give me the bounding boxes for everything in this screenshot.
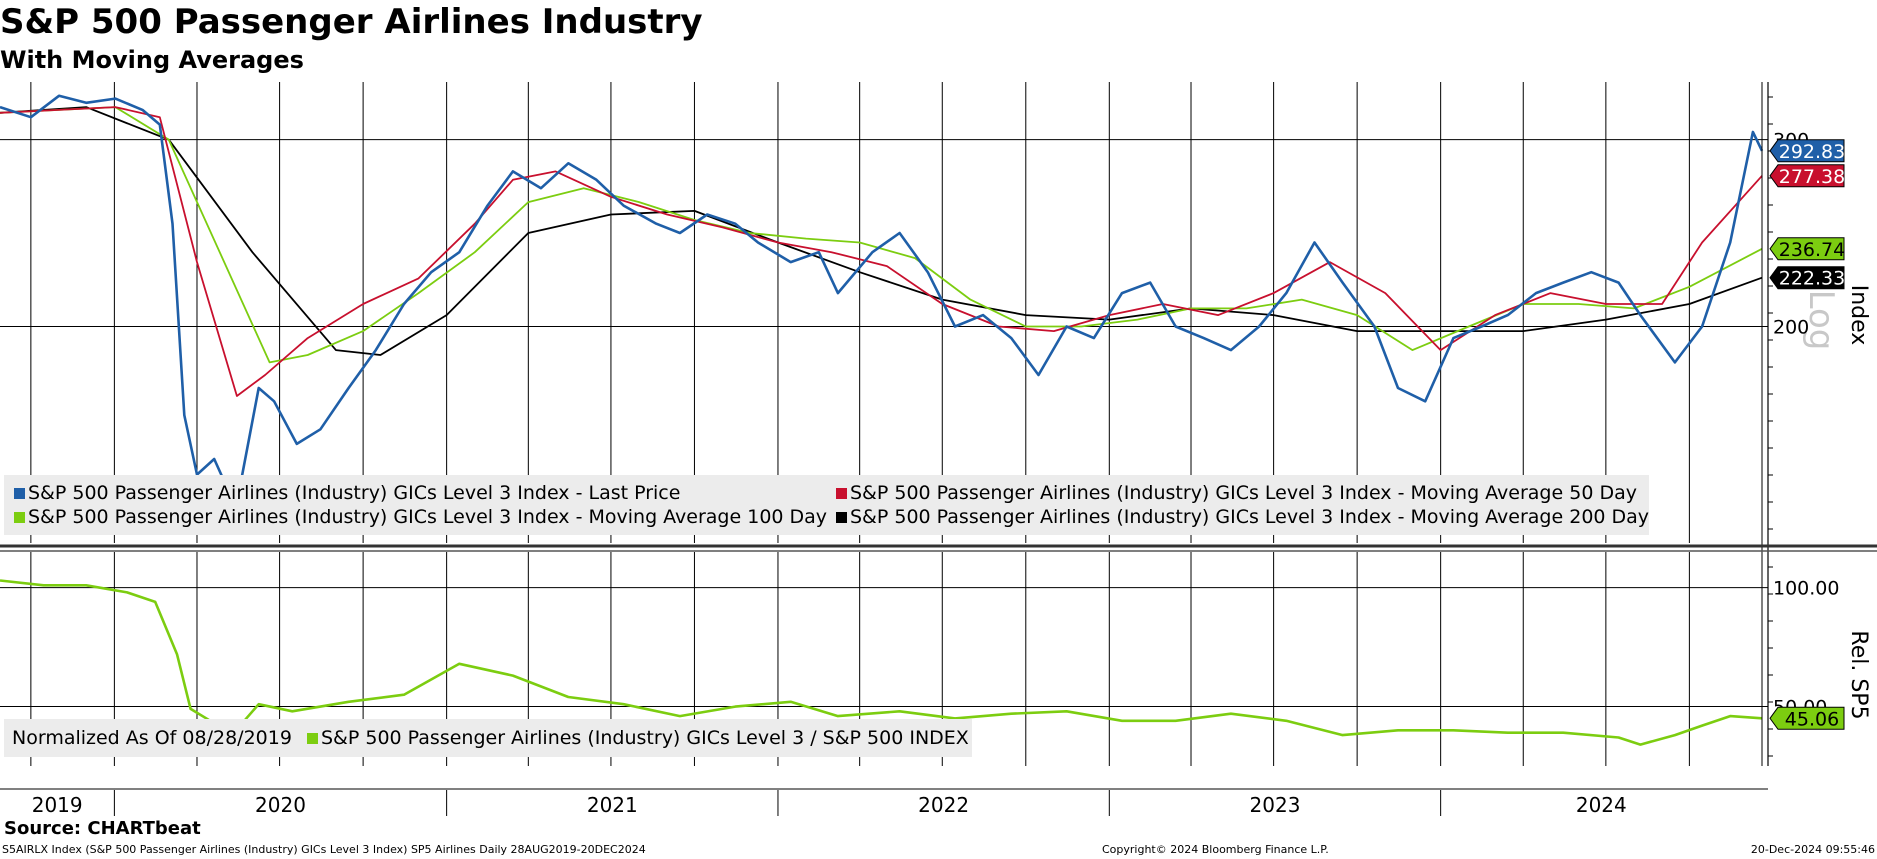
last-value-label: 222.33 [1779,268,1845,290]
legend-label: S&P 500 Passenger Airlines (Industry) GI… [850,482,1637,504]
series-line [0,579,1763,746]
top-axis-title: Index [1846,285,1871,346]
source-label: Source: CHARTbeat [4,818,201,839]
legend-label: S&P 500 Passenger Airlines (Industry) GI… [850,506,1650,528]
legend-label: S&P 500 Passenger Airlines (Industry) GI… [28,506,828,528]
bottom-axis-title: Rel. SP5 [1846,630,1871,719]
top-legend: S&P 500 Passenger Airlines (Industry) GI… [4,475,1649,535]
legend-label: S&P 500 Passenger Airlines (Industry) GI… [28,482,681,504]
last-value-tag: 277.38 [1769,164,1845,188]
legend-swatch-icon [307,733,318,744]
legend-item-ma50: S&P 500 Passenger Airlines (Industry) GI… [836,481,1637,505]
x-tick-label: 2022 [918,793,969,817]
series-line [0,106,1763,364]
x-tick-label: 2020 [255,793,306,817]
x-tick-label: 2019 [32,793,83,817]
footer-timestamp: 20-Dec-2024 09:55:46 [1750,843,1875,856]
last-value-label: 45.06 [1785,708,1839,730]
legend-swatch-icon [836,512,847,523]
footer-copyright: Copyright© 2024 Bloomberg Finance L.P. [1102,843,1329,856]
last-value-label: 292.83 [1779,141,1845,163]
legend-item-last-price: S&P 500 Passenger Airlines (Industry) GI… [14,481,680,505]
last-value-tag: 236.74 [1769,237,1845,261]
footer-description: S5AIRLX Index (S&P 500 Passenger Airline… [2,843,646,856]
legend-item-ma100: S&P 500 Passenger Airlines (Industry) GI… [14,505,827,529]
x-tick-label: 2023 [1250,793,1301,817]
last-value-label: 236.74 [1779,239,1845,261]
legend-item-normalized: Normalized As Of 08/28/2019 [12,727,292,749]
last-value-tag: 45.06 [1769,706,1845,730]
last-value-tag: 222.33 [1769,266,1845,290]
axes [0,82,1877,790]
bottom-legend: Normalized As Of 08/28/2019 S&P 500 Pass… [4,719,972,757]
legend-item-relative: S&P 500 Passenger Airlines (Industry) GI… [307,726,969,750]
series-line [0,106,1763,356]
top-panel-series [0,94,1764,509]
chart-title: S&P 500 Passenger Airlines Industry [0,2,703,42]
last-value-tag: 292.83 [1769,139,1845,163]
x-tick-label: 2021 [587,793,638,817]
x-tick-label: 2024 [1576,793,1627,817]
last-value-label: 277.38 [1779,166,1845,188]
series-line [0,94,1764,509]
x-axis-labels: 2019 2020 2021 2022 2023 2024 [32,790,1627,817]
series-line [0,106,1763,397]
legend-label: S&P 500 Passenger Airlines (Industry) GI… [321,727,969,749]
y-tick-label: 100.00 [1773,578,1839,600]
y-tick-label: 200 [1773,316,1809,338]
chart-subtitle: With Moving Averages [0,46,304,74]
log-scale-watermark: Log [1801,290,1841,351]
last-value-tags: 277.38 292.83 222.33 236.74 45.06 [1769,139,1845,730]
legend-swatch-icon [836,488,847,499]
bottom-panel-series [0,579,1763,746]
legend-swatch-icon [14,512,25,523]
legend-item-ma200: S&P 500 Passenger Airlines (Industry) GI… [836,505,1649,529]
legend-swatch-icon [14,488,25,499]
